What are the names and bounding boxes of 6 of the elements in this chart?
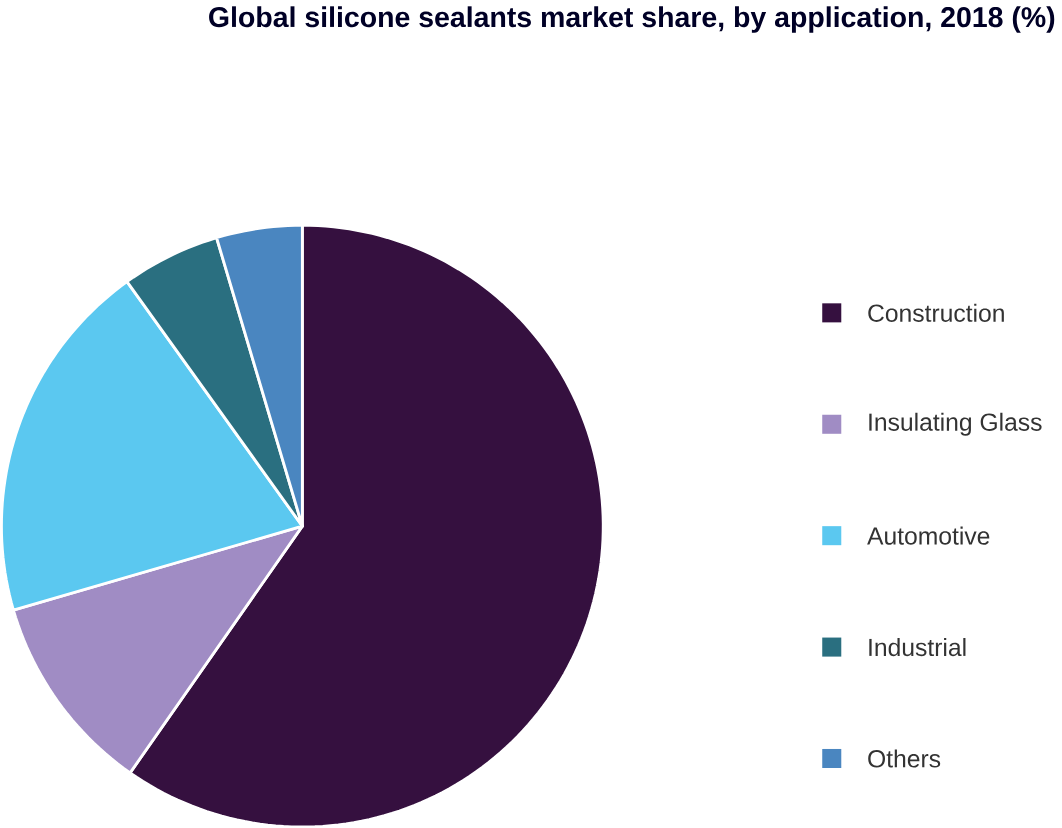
legend-label: Others [868, 749, 941, 768]
legend-label: Construction [868, 303, 1004, 322]
legend-label: Insulating Glass [869, 412, 1042, 436]
legend-label: Automotive [867, 526, 990, 545]
chart-title: Global silicone sealants market share, by application, 2018 (%) [209, 6, 1055, 33]
legend-label: Industrial [869, 637, 966, 656]
